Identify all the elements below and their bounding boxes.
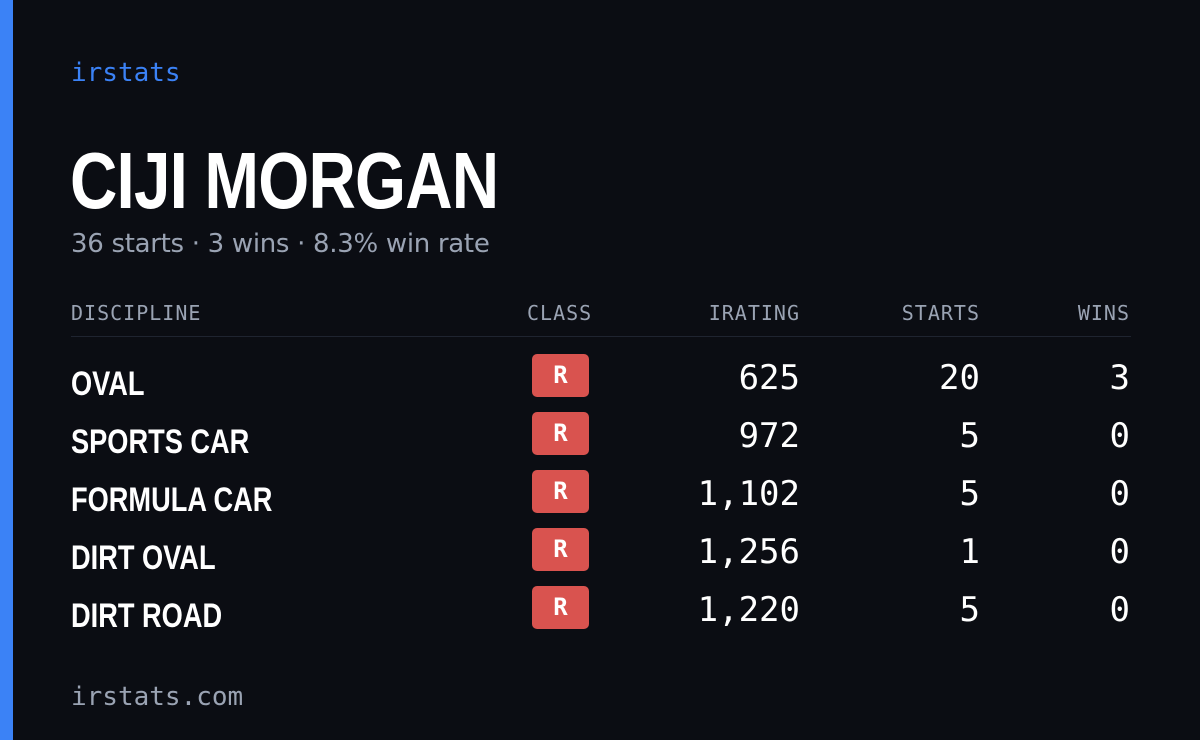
table-row: DIRT ROAD R 1,220 5 0 <box>71 582 1131 640</box>
accent-bar <box>0 0 13 740</box>
irating-value: 1,220 <box>697 590 800 630</box>
discipline-name: DIRT ROAD <box>71 597 223 635</box>
wins-value: 0 <box>1109 590 1130 630</box>
table-row: DIRT OVAL R 1,256 1 0 <box>71 524 1131 582</box>
starts-value: 20 <box>939 358 980 398</box>
starts-value: 5 <box>959 416 980 456</box>
irating-value: 1,256 <box>697 532 800 572</box>
discipline-name: FORMULA CAR <box>71 481 273 519</box>
discipline-name: SPORTS CAR <box>71 423 250 461</box>
header-class: CLASS <box>527 301 593 325</box>
discipline-table: OVAL R 625 20 3 SPORTS CAR R 972 5 0 FOR… <box>71 350 1131 640</box>
brand-logo: irstats <box>71 58 181 88</box>
table-row: FORMULA CAR R 1,102 5 0 <box>71 466 1131 524</box>
header-starts: STARTS <box>901 301 980 325</box>
wins-value: 0 <box>1109 474 1130 514</box>
discipline-name: OVAL <box>71 365 145 403</box>
irating-value: 1,102 <box>697 474 800 514</box>
table-header: DISCIPLINE CLASS IRATING STARTS WINS <box>71 298 1131 337</box>
wins-value: 3 <box>1109 358 1130 398</box>
class-badge: R <box>532 354 589 397</box>
header-discipline: DISCIPLINE <box>71 301 202 325</box>
wins-value: 0 <box>1109 532 1130 572</box>
driver-summary: 36 starts · 3 wins · 8.3% win rate <box>71 229 490 259</box>
table-row: SPORTS CAR R 972 5 0 <box>71 408 1131 466</box>
header-wins: WINS <box>1077 301 1130 325</box>
irating-value: 972 <box>738 416 800 456</box>
driver-name: CIJI MORGAN <box>70 136 499 225</box>
wins-value: 0 <box>1109 416 1130 456</box>
discipline-name: DIRT OVAL <box>71 539 216 577</box>
class-badge: R <box>532 412 589 455</box>
footer-url: irstats.com <box>71 682 244 712</box>
class-badge: R <box>532 528 589 571</box>
irating-value: 625 <box>738 358 800 398</box>
starts-value: 1 <box>959 532 980 572</box>
class-badge: R <box>532 586 589 629</box>
header-irating: IRATING <box>708 301 800 325</box>
class-badge: R <box>532 470 589 513</box>
starts-value: 5 <box>959 590 980 630</box>
starts-value: 5 <box>959 474 980 514</box>
table-row: OVAL R 625 20 3 <box>71 350 1131 408</box>
